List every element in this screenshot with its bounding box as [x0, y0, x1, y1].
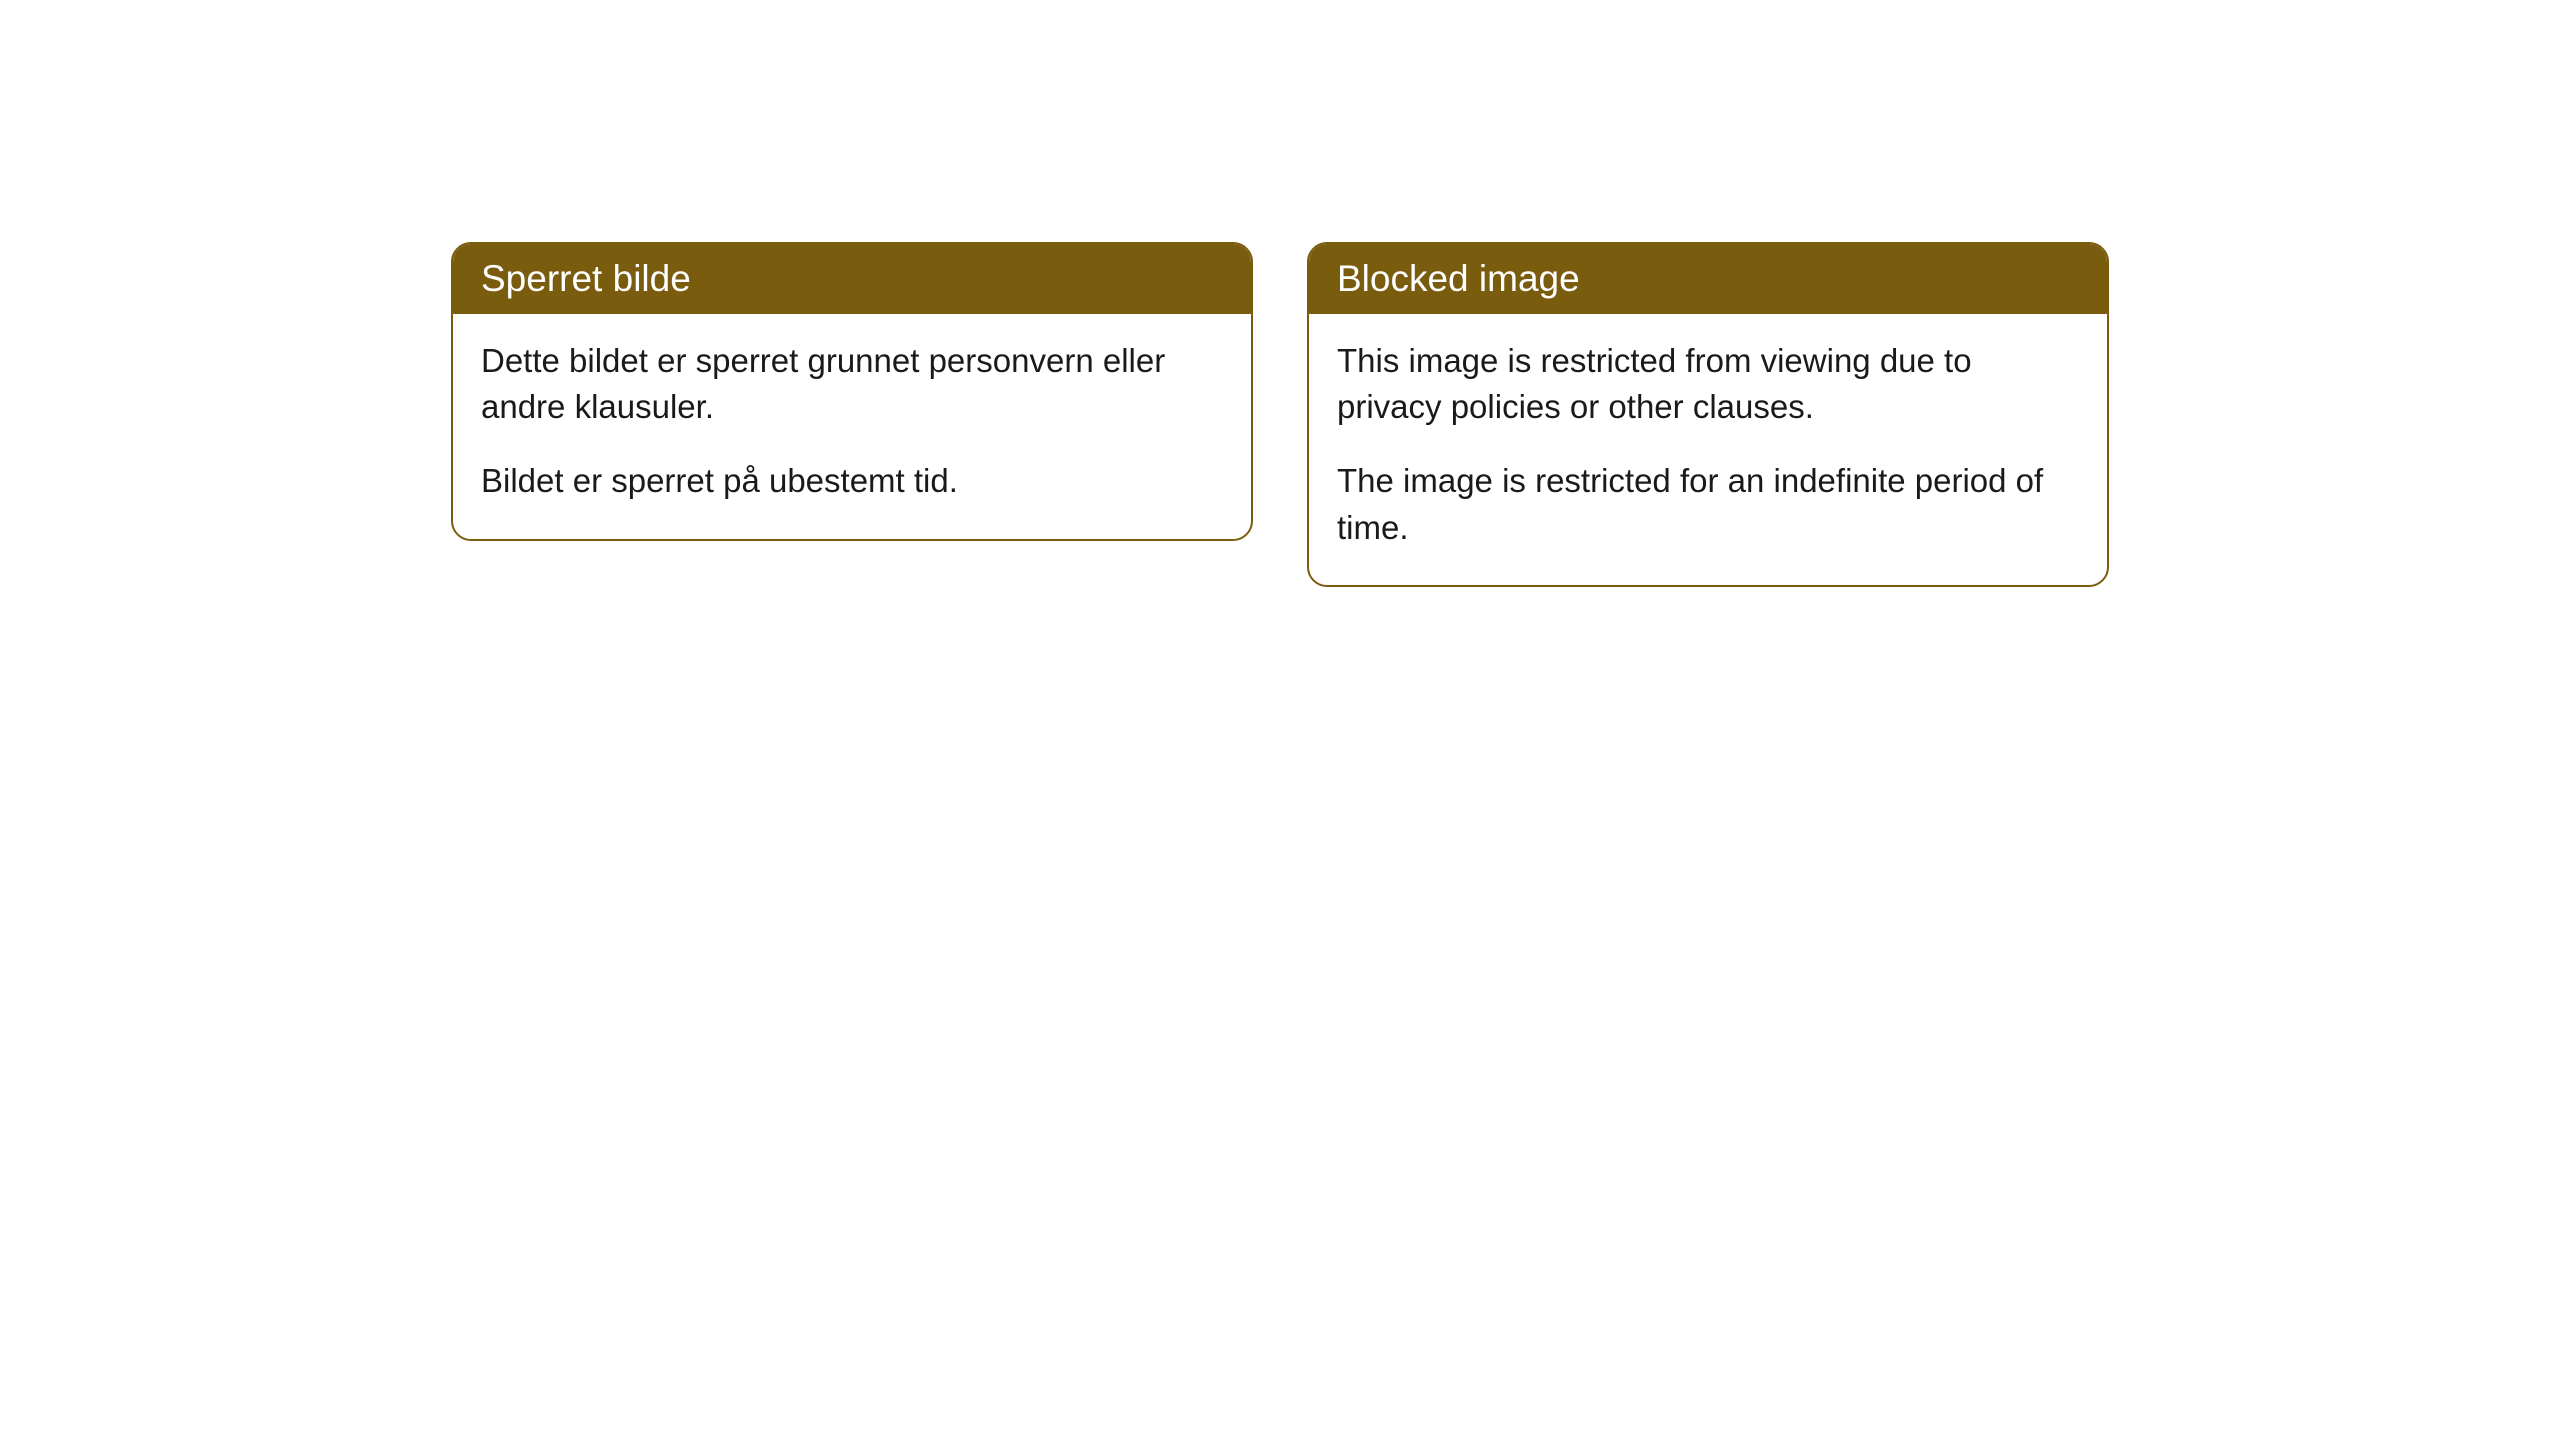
- notice-paragraph-2: Bildet er sperret på ubestemt tid.: [481, 458, 1223, 504]
- notice-body: Dette bildet er sperret grunnet personve…: [453, 314, 1251, 539]
- notice-card-english: Blocked image This image is restricted f…: [1307, 242, 2109, 587]
- notice-card-norwegian: Sperret bilde Dette bildet er sperret gr…: [451, 242, 1253, 541]
- notice-paragraph-1: Dette bildet er sperret grunnet personve…: [481, 338, 1223, 430]
- notice-header: Blocked image: [1309, 244, 2107, 314]
- notice-title: Blocked image: [1337, 258, 1580, 299]
- notice-body: This image is restricted from viewing du…: [1309, 314, 2107, 585]
- notice-title: Sperret bilde: [481, 258, 691, 299]
- notice-paragraph-1: This image is restricted from viewing du…: [1337, 338, 2079, 430]
- notice-header: Sperret bilde: [453, 244, 1251, 314]
- notice-paragraph-2: The image is restricted for an indefinit…: [1337, 458, 2079, 550]
